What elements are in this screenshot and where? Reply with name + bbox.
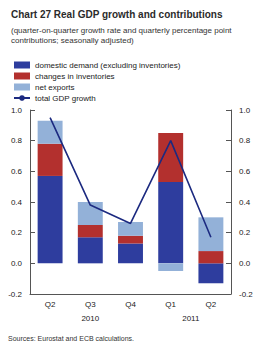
svg-text:Sources: Eurostat and ECB calc: Sources: Eurostat and ECB calculations. <box>8 335 134 342</box>
svg-text:Q4: Q4 <box>125 300 136 309</box>
svg-text:0.2: 0.2 <box>239 228 251 237</box>
svg-text:0.6: 0.6 <box>11 167 23 176</box>
svg-text:0.2: 0.2 <box>11 228 23 237</box>
svg-text:2010: 2010 <box>81 314 99 323</box>
svg-text:2011: 2011 <box>182 314 200 323</box>
svg-text:changes in inventories: changes in inventories <box>35 72 115 81</box>
svg-text:domestic demand (excluding inv: domestic demand (excluding inventories) <box>35 61 181 70</box>
svg-text:contributions; seasonally adju: contributions; seasonally adjusted) <box>11 36 134 45</box>
svg-text:Q3: Q3 <box>85 300 96 309</box>
svg-text:0.0: 0.0 <box>239 259 251 268</box>
svg-text:total GDP growth: total GDP growth <box>35 94 96 103</box>
svg-text:0.0: 0.0 <box>11 259 23 268</box>
svg-text:net exports: net exports <box>35 83 75 92</box>
svg-text:1.0: 1.0 <box>239 106 251 115</box>
svg-text:0.8: 0.8 <box>11 136 23 145</box>
svg-text:Q1: Q1 <box>165 300 176 309</box>
svg-text:0.4: 0.4 <box>11 198 23 207</box>
svg-text:0.8: 0.8 <box>239 136 251 145</box>
svg-text:1.0: 1.0 <box>11 106 23 115</box>
svg-text:-0.2: -0.2 <box>8 290 22 299</box>
svg-text:Q2: Q2 <box>45 300 56 309</box>
svg-text:(quarter-on-quarter growth rat: (quarter-on-quarter growth rate and quar… <box>11 26 234 35</box>
svg-text:0.4: 0.4 <box>239 198 251 207</box>
svg-text:0.6: 0.6 <box>239 167 251 176</box>
svg-text:-0.2: -0.2 <box>239 290 253 299</box>
svg-text:Q2: Q2 <box>206 300 217 309</box>
svg-text:Chart 27 Real GDP growth and c: Chart 27 Real GDP growth and contributio… <box>11 9 223 20</box>
